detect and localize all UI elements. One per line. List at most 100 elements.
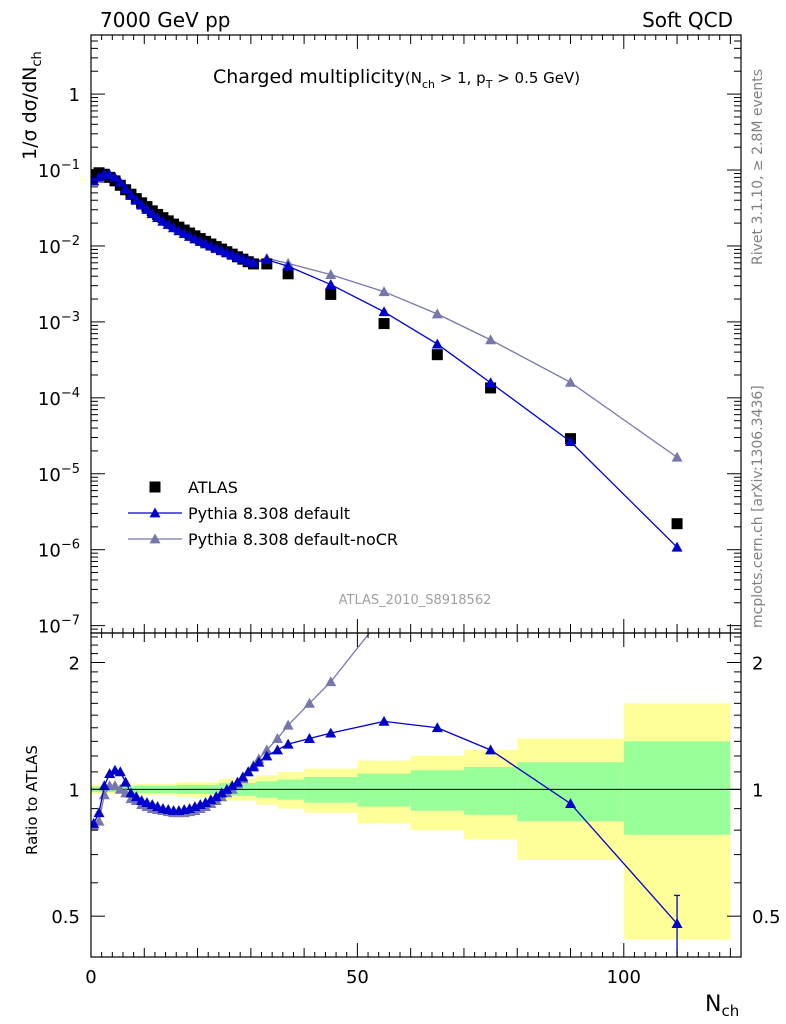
y-ticks: 10−7 10−6 10−5 10−4 10−3 10−2 10−1 1 xyxy=(38,34,741,638)
band-inner xyxy=(463,766,518,815)
nocr-point xyxy=(325,269,337,279)
series-atlas xyxy=(91,167,683,530)
ratio-default-point xyxy=(221,783,233,794)
default-point xyxy=(261,254,273,265)
main-title: Charged multiplicity(Nch > 1, pT > 0.5 G… xyxy=(213,66,580,91)
default-point xyxy=(125,189,137,200)
default-point xyxy=(114,176,126,187)
band-inner xyxy=(410,770,464,811)
default-point xyxy=(120,183,132,193)
ratio-default-point xyxy=(114,766,126,777)
nocr-point xyxy=(378,286,390,297)
ratio-nocr-point xyxy=(271,733,283,743)
ratio-default-point xyxy=(216,787,228,798)
bottom-frame xyxy=(90,632,742,958)
ratio-default-point xyxy=(485,744,497,755)
ratio-nocr-point xyxy=(282,719,294,730)
legend-label: Pythia 8.308 default-noCR xyxy=(188,530,398,549)
x-tick-label: 100 xyxy=(607,967,641,988)
ratio-default-point xyxy=(253,756,265,767)
ratio-default-point xyxy=(261,750,273,761)
x-axis-label: Nch xyxy=(705,992,739,1020)
y-tick-label: 1 xyxy=(69,85,80,106)
legend-marker-atlas xyxy=(149,481,161,493)
main-plot: Charged multiplicity(Nch > 1, pT > 0.5 G… xyxy=(19,34,742,638)
default-point xyxy=(325,279,337,289)
atlas-point xyxy=(431,349,443,361)
y-tick-label: 10−7 xyxy=(38,614,80,638)
ratio-default-point xyxy=(271,744,283,755)
nocr-point xyxy=(431,308,443,319)
ratio-y-tick-label-right: 2 xyxy=(752,654,763,675)
y-axis-label: 1/σ dσ/dNch xyxy=(19,51,45,160)
rivet-label: Rivet 3.1.10, ≥ 2.8M events xyxy=(750,69,766,265)
default-point xyxy=(671,541,683,552)
nocr-point xyxy=(565,376,577,387)
nocr-point xyxy=(671,451,683,462)
legend: ATLAS Pythia 8.308 default Pythia 8.308 de… xyxy=(128,478,398,549)
ratio-default-point xyxy=(378,715,390,726)
ratio-default-point xyxy=(431,722,443,733)
default-point xyxy=(162,218,174,229)
header-right: Soft QCD xyxy=(642,8,733,32)
default-point xyxy=(152,212,164,223)
legend-label: Pythia 8.308 default xyxy=(188,504,350,523)
default-point xyxy=(173,225,185,236)
ratio-y-ticks: 0.5 0.5 1 1 2 2 xyxy=(51,636,781,958)
nocr-point xyxy=(485,334,497,345)
ratio-default-point xyxy=(325,727,337,738)
default-point xyxy=(93,171,105,182)
ratio-y-tick-label: 2 xyxy=(69,654,80,675)
nocr-line xyxy=(93,174,678,458)
ratio-default-point xyxy=(120,776,132,787)
ratio-default-point xyxy=(237,771,249,782)
atlas-point xyxy=(485,382,497,394)
ratio-y-tick-label-right: 1 xyxy=(752,780,763,801)
band-inner xyxy=(517,762,624,822)
x-tick-label: 0 xyxy=(85,967,96,988)
y-tick-label: 10−6 xyxy=(38,538,80,562)
ratio-default-point xyxy=(91,817,100,828)
ratio-nocr-point xyxy=(261,744,273,755)
ratio-y-label: Ratio to ATLAS xyxy=(23,745,41,855)
default-point xyxy=(485,377,497,388)
ratio-y-tick-label-right: 0.5 xyxy=(752,907,781,928)
default-point xyxy=(431,338,443,349)
atlas-point xyxy=(282,268,294,280)
ratio-default-point xyxy=(303,733,315,743)
band-inner xyxy=(357,773,411,807)
ratio-default-series xyxy=(91,715,683,957)
ratio-default-point xyxy=(210,791,222,802)
y-tick-label: 10−4 xyxy=(38,386,80,410)
ratio-default-point xyxy=(130,791,142,802)
default-point xyxy=(141,203,153,214)
ratio-default-point xyxy=(232,776,244,787)
default-point xyxy=(378,306,390,317)
y-tick-label: 10−3 xyxy=(38,310,80,334)
ratio-default-point xyxy=(282,738,294,749)
default-point xyxy=(130,194,142,205)
default-point xyxy=(157,215,169,226)
ratio-default-point xyxy=(205,794,217,805)
default-point xyxy=(178,227,190,238)
ratio-default-point xyxy=(125,787,137,798)
mcplots-label: mcplots.cern.ch [arXiv:1306.3436] xyxy=(750,385,766,628)
ratio-y-tick-label: 0.5 xyxy=(51,907,80,928)
atlas-point xyxy=(378,318,390,330)
series-default xyxy=(91,168,683,552)
x-tick-label: 50 xyxy=(346,967,369,988)
default-point xyxy=(146,208,158,218)
header-left: 7000 GeV pp xyxy=(100,8,231,32)
x-ticks: 0 50 100 xyxy=(85,35,731,988)
ratio-y-tick-label: 1 xyxy=(69,780,80,801)
ratio-default-point xyxy=(98,780,110,791)
default-point xyxy=(109,171,121,182)
legend-marker-default xyxy=(149,507,161,518)
default-point xyxy=(248,257,259,268)
default-point xyxy=(565,436,577,447)
atlas-point xyxy=(671,518,683,530)
ratio-default-point xyxy=(565,798,577,809)
y-tick-label: 10−5 xyxy=(38,462,80,486)
ratio-nocr-point xyxy=(325,676,337,687)
